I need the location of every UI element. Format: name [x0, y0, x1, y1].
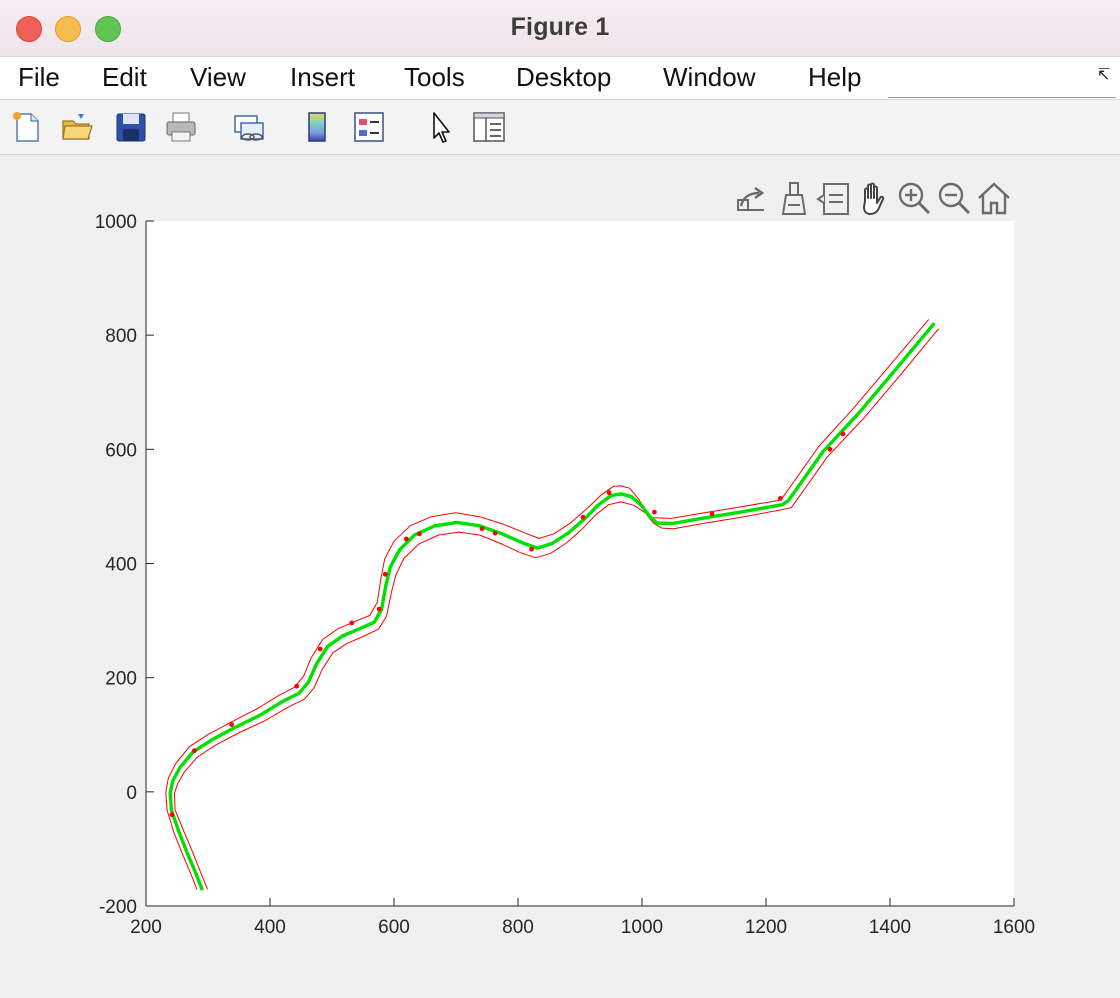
insert-colorbar-icon[interactable] [300, 110, 334, 144]
maximize-window-button[interactable] [95, 16, 121, 42]
y-tick-label: 600 [105, 440, 137, 461]
waypoint-marker [840, 431, 846, 437]
y-tick-label: -200 [99, 897, 137, 918]
waypoint-marker [404, 536, 409, 542]
zoom-out-icon[interactable] [936, 180, 972, 218]
x-tick-label: 1200 [745, 917, 787, 938]
insert-legend-icon[interactable] [352, 110, 386, 144]
x-tick-label: 1000 [621, 917, 663, 938]
menu-help[interactable]: Help [808, 62, 862, 92]
x-tick-label: 600 [378, 917, 410, 938]
x-tick-label: 1600 [993, 917, 1035, 938]
close-window-button[interactable] [16, 16, 42, 42]
y-tick-label: 0 [126, 783, 137, 804]
waypoint-marker [229, 722, 235, 727]
menu-divider [888, 97, 1116, 98]
dock-figure-icon[interactable]: ↸ [1097, 67, 1111, 84]
menu-window[interactable]: Window [663, 62, 756, 92]
waypoint-marker [192, 748, 197, 754]
menu-file[interactable]: File [18, 62, 60, 92]
x-tick-label: 200 [130, 917, 162, 938]
property-inspector-icon[interactable] [472, 110, 506, 144]
menu-edit[interactable]: Edit [102, 62, 147, 92]
menu-tools[interactable]: Tools [404, 62, 465, 92]
restore-view-home-icon[interactable] [976, 180, 1012, 218]
waypoint-marker [580, 514, 586, 520]
waypoint-marker [169, 812, 175, 818]
export-icon[interactable] [734, 180, 770, 218]
menu-view[interactable]: View [190, 62, 246, 92]
y-axis-ticks: -200 0 200 400 600 800 1000 [95, 212, 154, 918]
x-tick-label: 400 [254, 917, 286, 938]
open-file-icon[interactable] [60, 110, 94, 144]
menu-desktop[interactable]: Desktop [516, 62, 612, 92]
menu-bar: File Edit View Insert Tools Desktop Wind… [0, 57, 1120, 100]
waypoint-marker [606, 490, 612, 496]
new-figure-icon[interactable] [10, 110, 44, 144]
figure-toolbar [0, 100, 1120, 155]
x-tick-label: 800 [502, 917, 534, 938]
axes-area[interactable] [146, 221, 1014, 906]
y-tick-label: 1000 [95, 212, 137, 233]
y-tick-label: 400 [105, 555, 137, 576]
waypoint-marker [777, 496, 783, 501]
edit-plot-pointer-icon[interactable] [424, 110, 458, 144]
print-icon[interactable] [164, 110, 198, 144]
minimize-window-button[interactable] [55, 16, 81, 42]
pan-hand-icon[interactable] [856, 180, 892, 218]
menu-insert[interactable]: Insert [290, 62, 356, 92]
title-bar: Figure 1 [0, 0, 1120, 57]
brush-icon[interactable] [776, 180, 812, 218]
save-icon[interactable] [114, 110, 148, 144]
zoom-in-icon[interactable] [896, 180, 932, 218]
waypoint-marker [652, 509, 657, 515]
marker-group [169, 431, 846, 818]
waypoint-marker [827, 446, 833, 452]
waypoint-marker [492, 530, 498, 536]
waypoint-marker [709, 511, 715, 517]
y-tick-label: 200 [105, 669, 137, 690]
path-left-boundary-series [165, 319, 929, 890]
waypoint-marker [294, 683, 300, 689]
waypoint-marker [417, 531, 422, 537]
waypoint-marker [382, 571, 388, 577]
waypoint-marker [529, 546, 534, 552]
window-title: Figure 1 [510, 13, 610, 41]
waypoint-marker [376, 606, 382, 612]
x-tick-label: 1400 [869, 917, 911, 938]
waypoint-marker [349, 620, 355, 626]
path-right-boundary-series [174, 328, 939, 890]
waypoint-marker [317, 646, 323, 652]
link-plot-icon[interactable] [232, 110, 266, 144]
data-tips-icon[interactable] [816, 180, 852, 218]
x-axis-ticks: 200 400 600 800 1000 1200 1400 1600 [130, 898, 1035, 938]
waypoint-marker [479, 526, 485, 532]
y-tick-label: 800 [105, 326, 137, 347]
